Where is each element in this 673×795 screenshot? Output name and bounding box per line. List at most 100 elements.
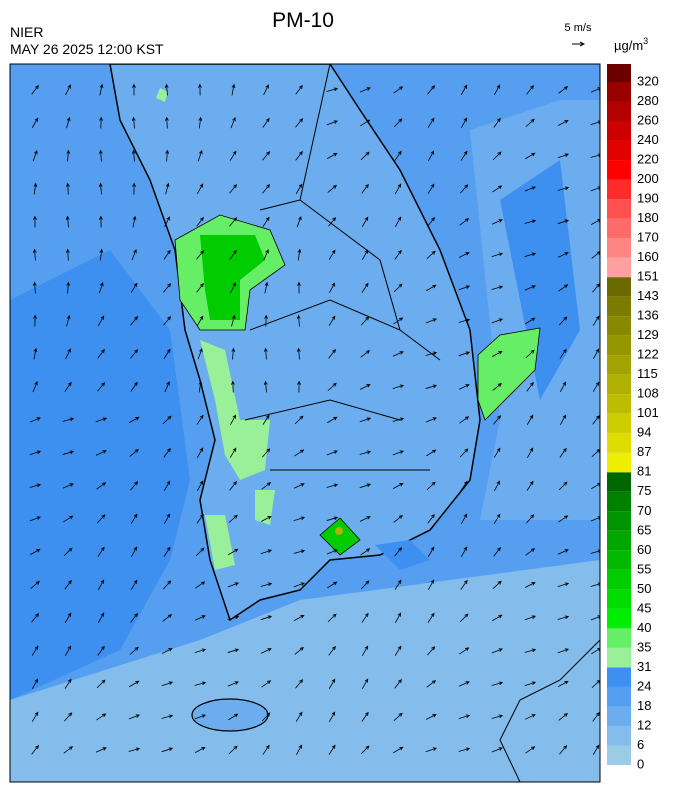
wind-arrow [458, 351, 471, 357]
colorbar-label: 6 [637, 737, 644, 752]
wind-arrow [163, 480, 171, 491]
wind-arrow [394, 579, 402, 590]
wind-arrow [559, 348, 567, 359]
wind-arrow [262, 448, 271, 458]
wind-arrow [229, 249, 237, 260]
colorbar-segment [607, 179, 631, 200]
wind-arrow [62, 450, 75, 455]
wind-arrow [62, 417, 75, 422]
wind-arrow [295, 150, 303, 161]
wind-arrow [525, 746, 536, 754]
wind-arrow [197, 347, 203, 360]
wind-arrow [460, 184, 469, 194]
wind-arrow [230, 282, 236, 294]
colorbar-label: 160 [637, 249, 659, 264]
wind-arrow [394, 183, 402, 194]
wind-arrow [328, 678, 336, 689]
wind-arrow [426, 449, 437, 457]
colorbar-label: 170 [637, 230, 659, 245]
wind-arrow [263, 347, 268, 360]
wind-arrow [264, 314, 268, 327]
wind-arrow [129, 646, 139, 655]
wind-arrow [95, 747, 107, 753]
wind-arrow [328, 711, 336, 723]
colorbar-segment [607, 101, 631, 122]
wind-arrow [162, 415, 172, 425]
wind-arrow [492, 185, 503, 193]
wind-arrow [295, 679, 304, 689]
wind-arrow [558, 712, 568, 721]
wind-arrow [394, 249, 402, 260]
colorbar-segment [607, 589, 631, 609]
wind-arrow [558, 86, 569, 94]
wind-arrow [591, 448, 600, 457]
wind-arrow [97, 546, 105, 557]
wind-arrow [97, 382, 106, 392]
wind-arrow [64, 381, 72, 392]
wind-arrow [65, 182, 70, 195]
wind-arrow [559, 745, 568, 755]
wind-arrow [557, 219, 570, 225]
wind-arrow [492, 580, 502, 589]
wind-arrow [96, 514, 106, 524]
wind-arrow [32, 248, 37, 261]
colorbar-segment [607, 277, 631, 297]
colorbar-label: 260 [637, 112, 659, 127]
wind-arrow [194, 615, 206, 621]
wind-arrow [326, 483, 339, 488]
wind-arrow [524, 615, 537, 621]
wind-arrow [165, 149, 170, 162]
wind-arrow [161, 681, 174, 687]
map [10, 64, 600, 782]
wind-arrow [231, 314, 236, 327]
wind-arrow [361, 678, 369, 689]
wind-arrow [231, 83, 236, 96]
datetime: MAY 26 2025 12:00 KST [10, 41, 164, 57]
wind-arrow [394, 645, 402, 656]
wind-arrow [591, 679, 600, 689]
wind-arrow [198, 380, 203, 393]
wind-arrow [293, 483, 305, 489]
colorbar-label: 180 [637, 210, 659, 225]
wind-arrow [32, 381, 38, 393]
wind-arrow [393, 712, 403, 721]
wind-arrow [99, 215, 103, 228]
wind-arrow [328, 315, 336, 326]
colorbar-label: 87 [637, 444, 651, 459]
wind-arrow [65, 248, 70, 261]
wind-arrow [360, 580, 370, 590]
wind-arrow [359, 483, 372, 489]
wind-arrow [557, 582, 570, 588]
wind-arrow [129, 680, 140, 688]
wind-arrow [196, 480, 204, 491]
wind-arrow [491, 714, 504, 719]
wind-arrow [31, 117, 39, 128]
wind-arrow [31, 711, 39, 722]
wind-arrow [491, 219, 503, 225]
wind-arrow [194, 714, 207, 720]
colorbar-label: 108 [637, 386, 659, 401]
wind-arrow [130, 315, 139, 326]
colorbar-segment [607, 218, 631, 239]
wind-arrow [526, 84, 534, 95]
wind-arrow [262, 744, 270, 755]
wind-arrow [229, 480, 237, 491]
wind-arrow [297, 281, 301, 294]
wind-arrow [558, 316, 568, 326]
wind-arrow [197, 149, 203, 162]
colorbar-segment [607, 316, 631, 336]
wind-arrow [393, 317, 404, 325]
wind-arrow [359, 384, 371, 390]
wind-arrow [460, 84, 468, 95]
wind-arrow [163, 348, 171, 359]
wind-arrow [130, 612, 138, 623]
wind-arrow [491, 747, 503, 753]
wind-arrow [63, 746, 74, 754]
wind-arrow [227, 582, 239, 588]
wind-arrow [557, 615, 570, 620]
wind-arrow [559, 381, 567, 392]
wind-arrow [33, 347, 38, 360]
wind-arrow [425, 351, 438, 356]
colorbar-label: 320 [637, 73, 659, 88]
